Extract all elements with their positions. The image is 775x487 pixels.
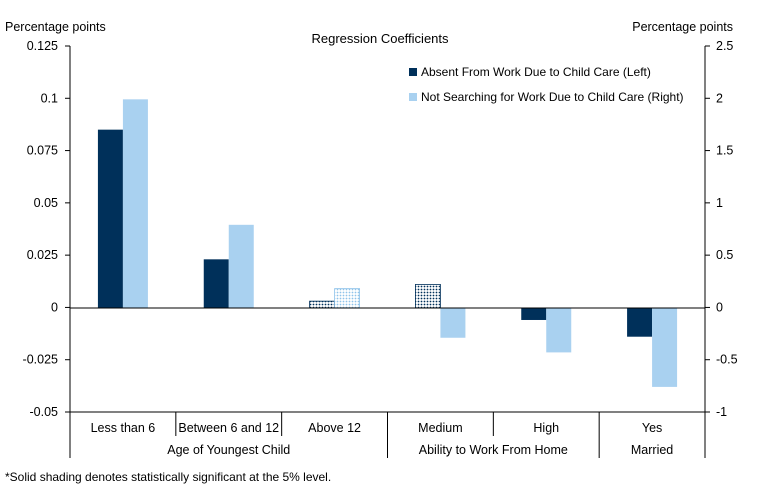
- category-label: Above 12: [308, 421, 361, 435]
- bar-not-searching-4: [546, 308, 572, 353]
- footnote: *Solid shading denotes statistically sig…: [5, 470, 331, 484]
- category-label: Between 6 and 12: [178, 421, 279, 435]
- group-label: Age of Youngest Child: [167, 443, 290, 457]
- right-tick-label: 0: [716, 300, 723, 314]
- axes: [69, 46, 706, 458]
- right-tick-label: 2.5: [716, 39, 733, 53]
- left-tick-label: 0.05: [34, 196, 58, 210]
- group-label: Married: [631, 443, 673, 457]
- bar-absent-1: [203, 259, 229, 308]
- right-tick-label: -1: [716, 405, 727, 419]
- category-label: Yes: [642, 421, 662, 435]
- legend-label-not-searching: Not Searching for Work Due to Child Care…: [421, 90, 684, 104]
- bar-absent-0: [97, 129, 123, 308]
- legend-swatch-absent: [409, 68, 417, 76]
- group-label: Ability to Work From Home: [419, 443, 568, 457]
- right-axis-ticks: -1 -0.5 0 0.5 1 1.5 2 2.5: [705, 39, 738, 419]
- left-axis-ticks: -0.05 -0.025 0 0.025 0.05 0.075 0.1 0.125: [23, 39, 70, 419]
- bar-absent-4: [521, 308, 547, 320]
- bar-absent-2: [309, 300, 335, 309]
- right-tick-label: 1.5: [716, 144, 733, 158]
- left-tick-label: 0.025: [27, 248, 58, 262]
- bar-not-searching-0: [122, 99, 148, 309]
- bar-absent-3: [415, 284, 441, 309]
- bar-not-searching-5: [652, 308, 678, 387]
- right-tick-label: -0.5: [716, 353, 738, 367]
- left-tick-label: -0.05: [30, 405, 59, 419]
- left-tick-label: -0.025: [23, 353, 58, 367]
- left-tick-label: 0.075: [27, 144, 58, 158]
- left-tick-label: 0.1: [41, 91, 58, 105]
- category-label: Medium: [418, 421, 462, 435]
- right-tick-label: 0.5: [716, 248, 733, 262]
- right-axis-label: Percentage points: [632, 20, 733, 34]
- category-labels: Less than 6 Between 6 and 12 Above 12 Mediu…: [91, 421, 663, 435]
- group-labels: Age of Youngest Child Ability to Work Fro…: [167, 443, 673, 457]
- right-tick-label: 2: [716, 91, 723, 105]
- left-tick-label: 0.125: [27, 39, 58, 53]
- category-label: Less than 6: [91, 421, 156, 435]
- category-label: High: [533, 421, 559, 435]
- bar-absent-5: [627, 308, 653, 337]
- bar-not-searching-2: [334, 288, 360, 309]
- legend-swatch-not-searching: [409, 93, 417, 101]
- legend: Absent From Work Due to Child Care (Left…: [409, 65, 684, 104]
- right-tick-label: 1: [716, 196, 723, 210]
- bar-not-searching-3: [440, 308, 466, 338]
- bars: [97, 99, 678, 387]
- left-tick-label: 0: [51, 300, 58, 314]
- legend-label-absent: Absent From Work Due to Child Care (Left…: [421, 65, 651, 79]
- left-axis-label: Percentage points: [5, 20, 106, 34]
- chart-title: Regression Coefficients: [311, 31, 449, 46]
- bar-not-searching-1: [228, 224, 254, 308]
